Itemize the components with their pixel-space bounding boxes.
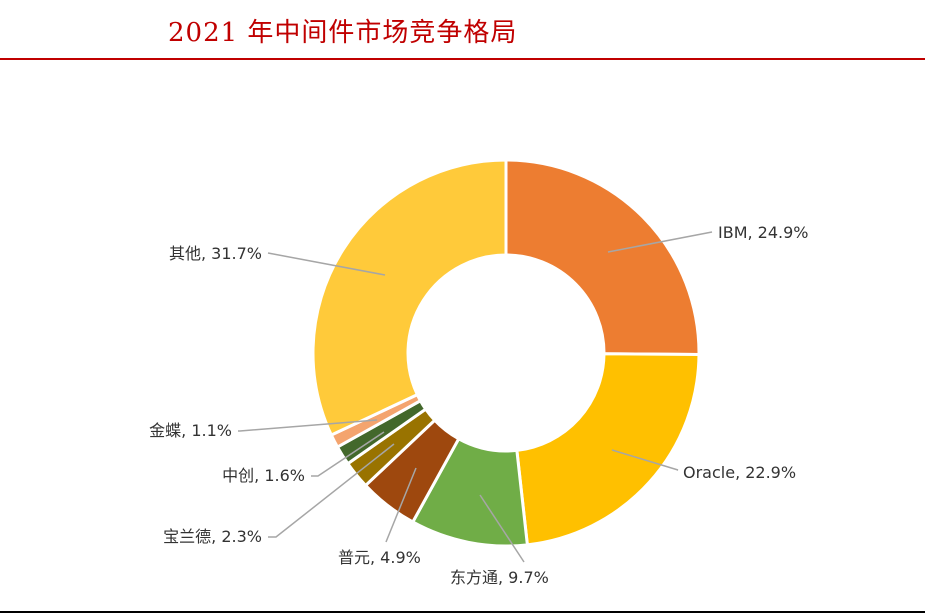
data-label-其他: 其他, 31.7% [169, 244, 262, 263]
title-divider [0, 58, 925, 60]
leader-line-东方通 [479, 494, 525, 563]
slice-Oracle [515, 352, 701, 547]
bottom-divider [0, 611, 925, 613]
leader-line-中创 [311, 431, 385, 477]
slice-IBM [504, 158, 701, 357]
slice-其他 [311, 158, 508, 438]
leader-line-IBM [607, 231, 713, 253]
data-label-金蝶: 金蝶, 1.1% [149, 421, 232, 440]
data-label-Oracle: Oracle, 22.9% [683, 463, 796, 482]
data-label-普元: 普元, 4.9% [338, 548, 421, 567]
data-label-IBM: IBM, 24.9% [718, 223, 809, 242]
leader-line-金蝶 [238, 419, 378, 432]
leader-line-Oracle [611, 449, 679, 471]
data-label-东方通: 东方通, 9.7% [450, 568, 549, 587]
leader-line-其他 [267, 252, 386, 276]
leader-line-普元 [385, 467, 417, 543]
data-label-中创: 中创, 1.6% [222, 466, 305, 485]
chart-title: 2021 年中间件市场竞争格局 [168, 18, 518, 48]
data-label-宝兰德: 宝兰德, 2.3% [163, 527, 262, 546]
leader-line-宝兰德 [268, 443, 395, 538]
